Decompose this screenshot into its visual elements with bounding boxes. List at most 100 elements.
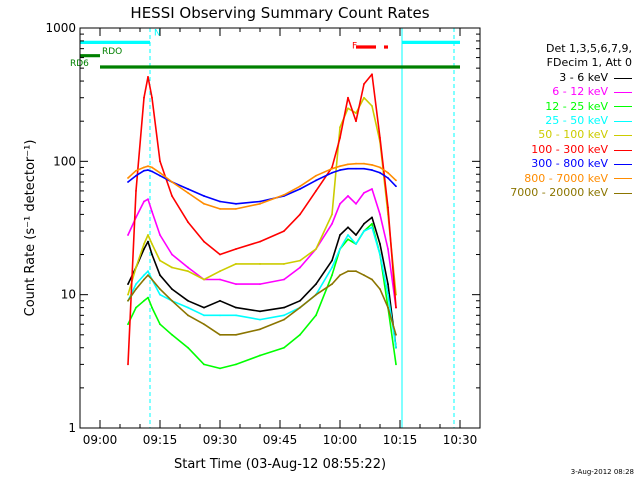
series-8-point-21	[379, 288, 381, 291]
series-3-point-19	[363, 230, 365, 232]
timestamp: 3-Aug-2012 08:28	[570, 468, 634, 476]
legend-swatch	[614, 178, 632, 180]
series-1-point-7	[187, 266, 189, 269]
series-5-point-3	[147, 75, 149, 78]
series-8-point-23	[395, 333, 397, 336]
series-line-1	[127, 188, 397, 308]
legend-item-7: 800 - 7000 keV	[486, 172, 632, 186]
legend-label: 100 - 300 keV	[531, 142, 608, 156]
series-0-point-12	[283, 306, 285, 309]
series-0-point-21	[379, 243, 381, 245]
legend-item-1: 6 - 12 keV	[486, 85, 632, 99]
series-6-point-21	[379, 171, 381, 174]
series-1-point-3	[147, 198, 149, 201]
series-3-point-8	[203, 314, 205, 317]
legend-header-line2: FDecim 1, Att 0	[546, 56, 632, 70]
series-3-point-11	[259, 318, 261, 321]
series-5-point-4	[151, 96, 153, 99]
series-line-3	[127, 226, 397, 348]
series-7-point-14	[315, 174, 317, 177]
series-6-point-0	[127, 181, 129, 183]
series-8-point-4	[151, 278, 153, 281]
series-6-point-10	[235, 202, 237, 205]
series-4-point-0	[127, 293, 129, 296]
legend-item-2: 12 - 25 keV	[486, 100, 632, 114]
series-5-point-17	[347, 96, 349, 99]
annotation-rdo: RDO	[102, 47, 122, 57]
series-0-point-8	[203, 306, 205, 309]
series-4-point-2	[143, 243, 145, 245]
series-5-point-13	[299, 213, 301, 216]
legend-label: 6 - 12 keV	[552, 85, 608, 99]
series-7-point-19	[363, 162, 365, 165]
series-7-point-6	[171, 181, 173, 183]
series-line-5	[127, 73, 397, 365]
series-5-point-21	[379, 136, 381, 139]
x-tick-label-0: 09:00	[83, 433, 118, 447]
series-2-point-17	[347, 238, 349, 241]
series-1-point-5	[159, 234, 161, 236]
series-3-point-9	[219, 314, 221, 317]
series-5-point-16	[339, 136, 341, 139]
legend-item-5: 100 - 300 keV	[486, 143, 632, 157]
series-8-point-3	[147, 274, 149, 277]
series-0-point-20	[371, 216, 373, 219]
series-4-point-4	[151, 243, 153, 245]
series-4-point-13	[299, 259, 301, 262]
series-7-point-5	[159, 171, 161, 174]
series-3-point-3	[147, 270, 149, 273]
series-3-point-18	[355, 243, 357, 245]
series-8-point-8	[203, 323, 205, 326]
y-tick-label-1: 10	[61, 288, 76, 302]
series-0-point-16	[339, 234, 341, 236]
series-7-point-23	[395, 179, 397, 182]
legend-label: 300 - 800 keV	[531, 157, 608, 171]
series-1-point-20	[371, 188, 373, 190]
series-1-point-16	[339, 202, 341, 205]
series-5-point-20	[371, 73, 373, 76]
annotation-f: F	[352, 42, 357, 52]
series-6-point-19	[363, 167, 365, 170]
series-7-point-1	[135, 169, 137, 172]
series-6-point-2	[143, 169, 145, 172]
series-6-point-22	[387, 177, 389, 179]
series-5-point-22	[387, 206, 389, 209]
series-4-point-6	[171, 266, 173, 269]
series-3-point-21	[379, 253, 381, 256]
series-3-point-16	[339, 248, 341, 250]
y-tick-label-0: 1	[68, 421, 76, 435]
x-tick-label-3: 09:45	[263, 433, 298, 447]
series-4-point-19	[363, 96, 365, 99]
series-7-point-21	[379, 166, 381, 169]
legend-item-3: 25 - 50 keV	[486, 114, 632, 128]
series-3-point-7	[187, 306, 189, 309]
series-0-point-14	[315, 283, 317, 286]
series-2-point-9	[219, 367, 221, 370]
series-7-point-12	[283, 194, 285, 196]
series-6-point-4	[151, 170, 153, 173]
series-0-point-9	[219, 299, 221, 302]
series-6-point-9	[219, 200, 221, 203]
series-4-point-11	[259, 263, 261, 265]
series-2-point-5	[159, 323, 161, 326]
x-tick-label-6: 10:30	[443, 433, 478, 447]
legend-label: 12 - 25 keV	[545, 99, 608, 113]
legend-label: 25 - 50 keV	[545, 114, 608, 128]
series-3-point-22	[387, 293, 389, 296]
series-4-point-17	[347, 107, 349, 110]
series-2-point-0	[127, 323, 129, 326]
series-2-point-7	[187, 346, 189, 349]
series-2-point-3	[147, 296, 149, 299]
series-6-point-1	[135, 174, 137, 177]
series-8-point-19	[363, 274, 365, 277]
series-0-point-3	[147, 240, 149, 243]
series-8-point-18	[355, 270, 357, 273]
legend-label: 50 - 100 keV	[538, 128, 608, 142]
series-4-point-5	[159, 259, 161, 262]
legend-swatch	[614, 106, 632, 108]
series-2-point-11	[259, 354, 261, 357]
legend-item-4: 50 - 100 keV	[486, 128, 632, 142]
series-0-point-6	[171, 288, 173, 291]
series-5-point-8	[203, 240, 205, 243]
legend-swatch	[614, 192, 632, 194]
